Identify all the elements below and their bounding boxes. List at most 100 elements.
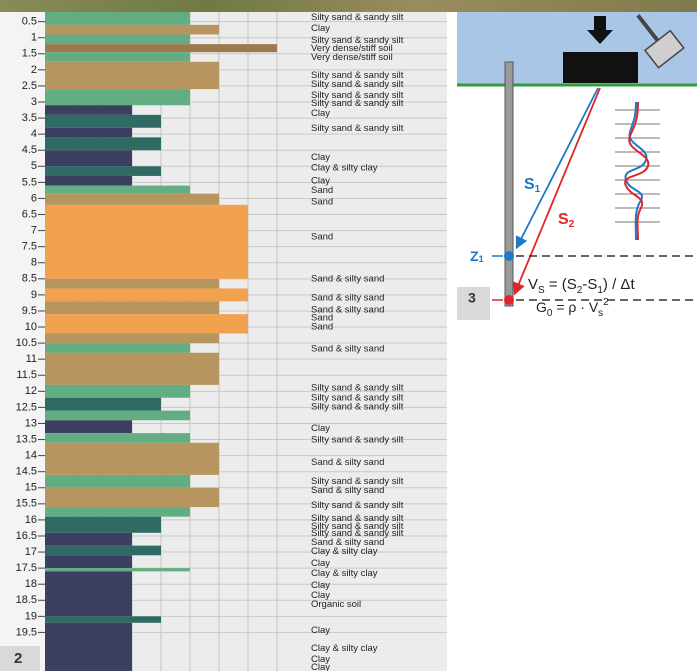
soil-layer xyxy=(45,623,132,671)
y-tick-label: 12.5 xyxy=(16,401,37,413)
formula-part: ) / Δt xyxy=(603,276,636,293)
soil-layer xyxy=(45,411,190,421)
soil-layer xyxy=(45,205,248,279)
soil-layer xyxy=(45,186,190,194)
soil-label: Sand xyxy=(311,197,333,208)
soil-layer xyxy=(45,166,161,176)
y-tick-label: 15.5 xyxy=(16,498,37,510)
soil-layer xyxy=(45,288,248,301)
soil-layer xyxy=(45,105,132,115)
formula-part: = ρ · V xyxy=(552,299,598,315)
soil-layer xyxy=(45,517,161,533)
y-tick-label: 11.5 xyxy=(16,369,37,381)
soil-label: Sand & silty sand xyxy=(311,485,384,496)
y-tick-label: 11 xyxy=(26,353,37,365)
soil-layer xyxy=(45,555,132,568)
soil-layer xyxy=(45,89,190,105)
y-tick-label: 6.5 xyxy=(22,208,37,220)
soil-layer xyxy=(45,137,161,150)
y-tick-label: 13.5 xyxy=(16,433,37,445)
formula-part: = (S xyxy=(545,276,577,293)
soil-label: Sand & silty sand xyxy=(311,457,384,468)
y-tick-label: 2.5 xyxy=(22,80,37,92)
soil-layer xyxy=(45,353,219,385)
soil-label: Clay & silty clay xyxy=(311,162,378,173)
s1-main: S xyxy=(524,176,535,193)
soil-layer xyxy=(45,44,277,52)
y-tick-label: 0.5 xyxy=(22,16,37,28)
soil-label: Sand xyxy=(311,185,333,196)
soil-layer xyxy=(45,616,161,622)
soil-label: Very dense/stiff soil xyxy=(311,52,393,63)
y-tick-label: 17 xyxy=(25,546,37,558)
soil-layer xyxy=(45,546,161,556)
diagram: S1 S2 Z1 Z2 VS = (S2-S1) / Δt G0 = ρ · V… xyxy=(457,5,697,320)
y-tick-label: 4.5 xyxy=(22,144,37,156)
soil-label: Sand & silty sand xyxy=(311,344,384,355)
y-tick-label: 12 xyxy=(25,385,37,397)
figure-label: 2 xyxy=(14,650,22,667)
y-tick-label: 16.5 xyxy=(16,530,37,542)
s1-sub: 1 xyxy=(535,184,541,195)
formula-part: 2 xyxy=(603,297,609,308)
y-tick-label: 3 xyxy=(31,96,37,108)
y-tick-label: 6 xyxy=(31,192,37,204)
y-tick-label: 18.5 xyxy=(16,594,37,606)
soil-layer xyxy=(45,533,132,546)
formula-part: G xyxy=(536,299,547,315)
soil-label: Silty sand & sandy silt xyxy=(311,402,404,413)
soil-label: Silty sand & sandy silt xyxy=(311,79,404,90)
y-tick-label: 8 xyxy=(31,257,37,269)
soil-label: Organic soil xyxy=(311,599,361,610)
formula-part: s xyxy=(598,308,603,319)
y-tick-label: 7.5 xyxy=(22,241,37,253)
footing xyxy=(563,52,638,83)
soil-label: Clay xyxy=(311,423,330,434)
soil-layer xyxy=(45,571,132,616)
soil-label: Sand xyxy=(311,232,333,243)
soil-layer xyxy=(45,314,248,333)
figure-label: 3 xyxy=(468,290,476,306)
soil-layer xyxy=(45,333,219,343)
z2-point xyxy=(504,295,514,305)
rod xyxy=(505,62,513,306)
soil-layer xyxy=(45,194,219,205)
y-tick-label: 2 xyxy=(31,64,37,76)
soil-label: Clay & silty clay xyxy=(311,568,378,579)
soil-layer xyxy=(45,488,219,507)
y-tick-label: 5.5 xyxy=(22,176,37,188)
soil-layer xyxy=(45,443,219,475)
soil-label: Clay & silty clay xyxy=(311,643,378,654)
soil-label: Sand & silty sand xyxy=(311,293,384,304)
soil-label: Clay xyxy=(311,662,330,671)
soil-label: Silty sand & sandy silt xyxy=(311,500,404,511)
soil-label: Clay xyxy=(311,108,330,119)
soil-label: Clay & silty clay xyxy=(311,546,378,557)
y-tick-label: 5 xyxy=(31,160,37,172)
photo-strip xyxy=(0,0,697,12)
soil-layer xyxy=(45,507,190,517)
soil-layer xyxy=(45,150,132,166)
y-tick-label: 10.5 xyxy=(16,337,37,349)
soil-label: Silty sand & sandy silt xyxy=(311,12,404,23)
y-tick-label: 1 xyxy=(31,32,37,44)
formula-part: V xyxy=(528,276,538,293)
z1-sub: 1 xyxy=(479,254,484,264)
soil-layer xyxy=(45,301,219,314)
soil-layer xyxy=(45,398,161,411)
page: Silty sand & sandy siltClaySilty sand & … xyxy=(0,0,697,671)
y-tick-label: 4 xyxy=(31,128,37,140)
soil-label: Clay xyxy=(311,23,330,34)
soil-layer xyxy=(45,475,190,488)
soil-layer xyxy=(45,420,132,433)
formula-part: -S xyxy=(582,276,597,293)
y-tick-label: 1.5 xyxy=(22,48,37,60)
y-tick-label: 13 xyxy=(25,417,37,429)
y-tick-label: 19.5 xyxy=(16,626,37,638)
soil-layer xyxy=(45,128,132,138)
y-tick-label: 15 xyxy=(25,482,37,494)
y-tick-label: 9.5 xyxy=(22,305,37,317)
soil-label: Clay xyxy=(311,625,330,636)
soil-layer xyxy=(45,35,190,45)
y-tick-label: 16 xyxy=(25,514,37,526)
